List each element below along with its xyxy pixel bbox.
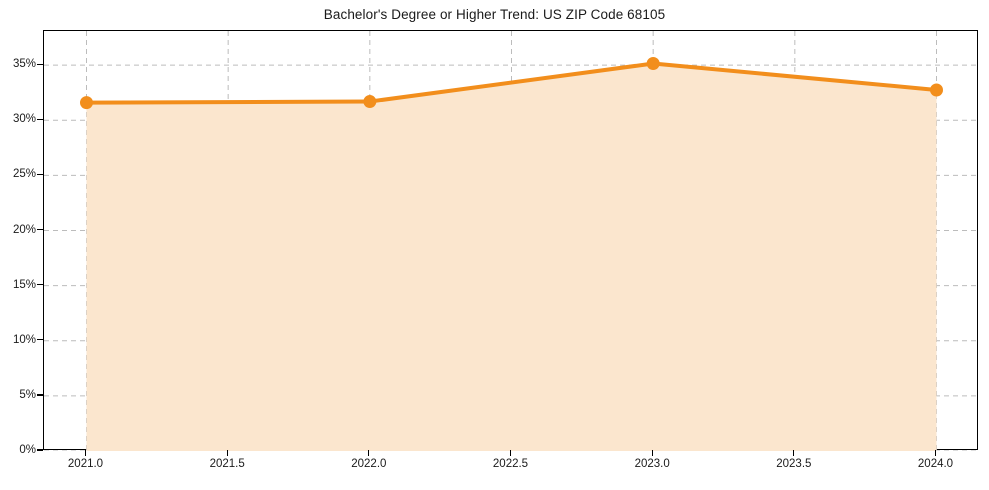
y-tick-label: 5%	[19, 388, 36, 401]
y-tick-mark	[37, 118, 43, 120]
x-tick-label: 2023.5	[776, 458, 812, 470]
area-fill	[86, 63, 937, 451]
x-tick-mark	[651, 450, 653, 456]
y-tick-label: 15%	[12, 278, 36, 291]
chart-title: Bachelor's Degree or Higher Trend: US ZI…	[323, 7, 666, 22]
y-tick-label: 30%	[12, 113, 36, 126]
y-tick-label: 25%	[12, 168, 36, 181]
x-tick-mark	[84, 450, 87, 456]
x-axis-tick-labels: 2021.0 2021.5 2022.0 2022.5 2023.0 2023.5 2024…	[0, 454, 989, 480]
x-tick-mark	[368, 450, 370, 456]
y-tick-mark	[37, 449, 43, 451]
x-tick-label: 2024.0	[917, 458, 954, 470]
x-tick-label: 2021.0	[67, 458, 104, 470]
data-point-markers	[80, 57, 943, 110]
plot-area	[43, 30, 979, 451]
x-tick-mark	[509, 450, 512, 456]
x-tick-label: 2023.0	[634, 458, 670, 470]
chart-plot-svg	[44, 31, 979, 451]
x-tick-mark	[934, 450, 937, 456]
y-tick-mark	[37, 394, 43, 396]
trend-line	[84, 61, 939, 105]
y-tick-mark	[37, 173, 43, 176]
x-tick-mark	[226, 450, 228, 456]
y-tick-label: 0%	[19, 444, 36, 456]
y-tick-label: 10%	[12, 333, 36, 346]
y-axis-tick-labels: 0% 5% 10% 15% 20% 25% 30% 35%	[0, 0, 36, 490]
y-tick-mark	[37, 63, 43, 65]
y-tick-mark	[37, 228, 43, 231]
y-tick-mark	[37, 283, 43, 286]
x-tick-label: 2021.5	[209, 458, 245, 470]
y-tick-label: 20%	[12, 223, 36, 236]
y-tick-mark	[37, 339, 43, 341]
x-tick-mark	[793, 450, 795, 456]
x-tick-label: 2022.5	[492, 458, 529, 470]
x-tick-label: 2022.0	[351, 458, 387, 470]
y-tick-label: 35%	[12, 58, 36, 71]
